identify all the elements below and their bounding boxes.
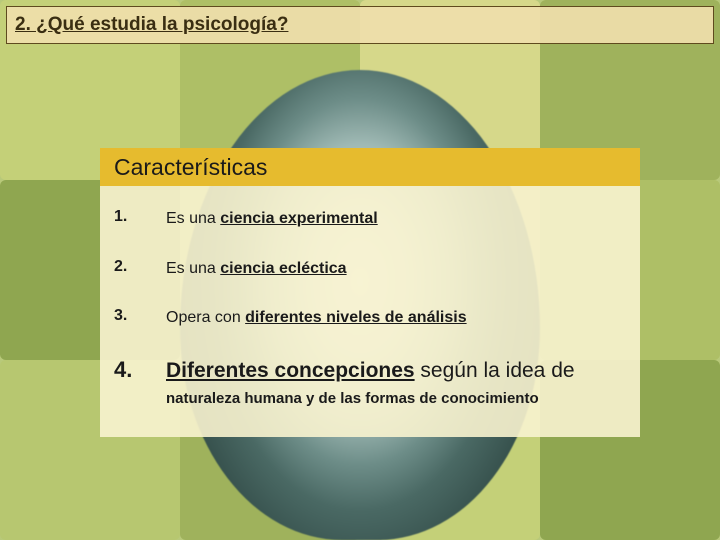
list-item: 2. Es una ciencia ecléctica: [100, 244, 640, 294]
item-number: 2.: [114, 258, 148, 276]
slide-header: 2. ¿Qué estudia la psicología?: [6, 6, 714, 44]
characteristics-list: 1. Es una ciencia experimental 2. Es una…: [100, 186, 640, 437]
item-text: Opera con diferentes niveles de análisis: [166, 307, 467, 329]
item-number: 1.: [114, 208, 148, 226]
list-item-emphasized: 4. Diferentes concepciones según la idea…: [100, 343, 640, 424]
item-text: Es una ciencia experimental: [166, 208, 378, 230]
item-text: Es una ciencia ecléctica: [166, 258, 347, 280]
item-number: 4.: [114, 357, 148, 383]
section-title-bar: Características: [100, 148, 640, 186]
section-title: Características: [114, 154, 267, 181]
list-item: 3. Opera con diferentes niveles de análi…: [100, 293, 640, 343]
list-item: 1. Es una ciencia experimental: [100, 194, 640, 244]
item-text: Diferentes concepciones según la idea de…: [166, 357, 575, 410]
item-number: 3.: [114, 307, 148, 325]
slide-header-title: 2. ¿Qué estudia la psicología?: [15, 14, 288, 36]
